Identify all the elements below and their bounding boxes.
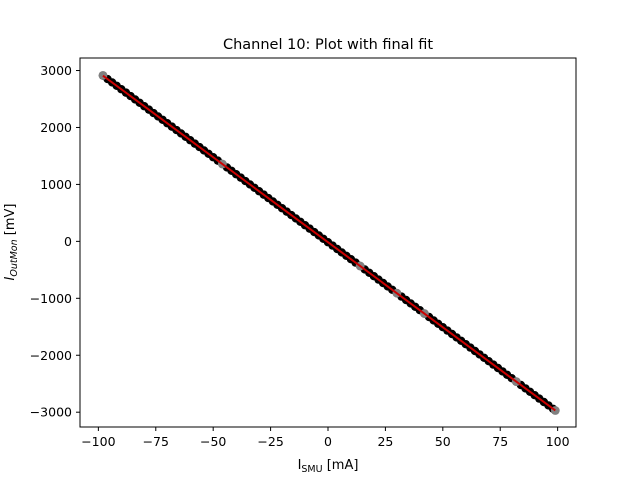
plot-area	[98, 70, 560, 415]
x-tick-label: 0	[324, 434, 332, 449]
y-axis: −3000 −2000 −1000 0 1000 2000 3000	[30, 63, 80, 420]
x-axis-label: ISMU [mA]	[298, 458, 359, 475]
y-axis-label: IOutMon [mV]	[3, 204, 20, 281]
x-tick-label: −100	[81, 434, 115, 449]
y-tick-label: −3000	[30, 405, 72, 420]
fit-line	[102, 74, 556, 412]
y-tick-label: 2000	[40, 120, 72, 135]
x-tick-label: −50	[200, 434, 226, 449]
y-tick-label: −1000	[30, 291, 72, 306]
x-tick-label: −75	[143, 434, 169, 449]
x-tick-label: 25	[377, 434, 393, 449]
y-tick-label: 3000	[40, 63, 72, 78]
x-tick-label: 50	[435, 434, 451, 449]
x-axis: −100 −75 −50 −25 0 25 50 75 100	[81, 427, 570, 449]
y-tick-label: 1000	[40, 177, 72, 192]
x-tick-label: 100	[546, 434, 570, 449]
x-tick-label: −25	[257, 434, 283, 449]
chart-title: Channel 10: Plot with final fit	[223, 37, 433, 53]
x-tick-label: 75	[492, 434, 508, 449]
y-tick-label: −2000	[30, 348, 72, 363]
y-tick-label: 0	[64, 234, 72, 249]
